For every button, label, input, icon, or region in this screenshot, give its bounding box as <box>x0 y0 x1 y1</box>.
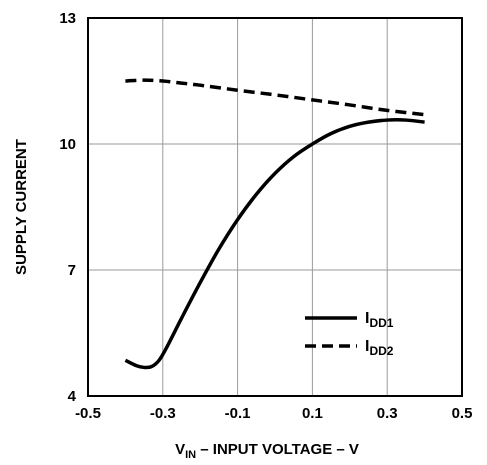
y-tick-label: 7 <box>68 262 76 279</box>
series-line-idd2 <box>125 78 425 117</box>
y-axis-title: SUPPLY CURRENT <box>13 139 30 275</box>
y-tick-label: 13 <box>59 10 76 27</box>
x-tick-label: -0.1 <box>225 405 251 422</box>
legend-label-idd2: IDD2 <box>365 338 394 358</box>
plot-frame <box>87 17 463 397</box>
y-tick-label: 4 <box>68 388 77 405</box>
legend: IDD1 IDD2 <box>305 310 394 358</box>
legend-label-idd1: IDD1 <box>365 310 394 330</box>
x-axis-title-main: V <box>175 441 185 458</box>
x-axis-title-rest: – INPUT VOLTAGE – V <box>196 441 359 458</box>
x-tick-label: -0.5 <box>75 405 101 422</box>
x-axis-title-sub: IN <box>185 449 196 461</box>
y-tick-label: 10 <box>59 136 76 153</box>
x-tick-label: -0.3 <box>150 405 176 422</box>
series <box>124 78 425 370</box>
tick-labels: -0.5 -0.3 -0.1 0.1 0.3 0.5 4 7 10 13 <box>59 10 472 422</box>
series-line-idd1 <box>124 118 425 370</box>
x-tick-label: 0.3 <box>377 405 398 422</box>
grid <box>88 18 462 396</box>
x-axis-title: VIN – INPUT VOLTAGE – V <box>175 441 359 461</box>
x-tick-label: 0.1 <box>302 405 323 422</box>
x-tick-label: 0.5 <box>452 405 473 422</box>
